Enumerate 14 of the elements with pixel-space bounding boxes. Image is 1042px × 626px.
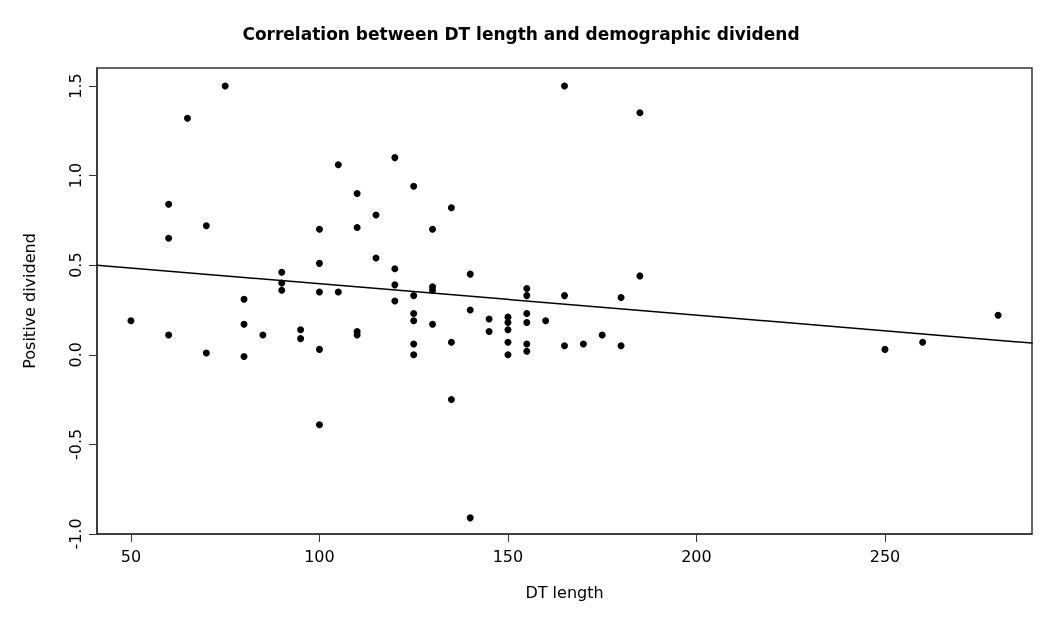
x-tick-label: 250 bbox=[869, 546, 901, 566]
x-tick-label: 200 bbox=[681, 546, 712, 566]
x-axis-title: DT length bbox=[525, 582, 604, 602]
y-tick-label: -0.5 bbox=[65, 428, 85, 460]
y-tick-label: -1.0 bbox=[65, 518, 85, 550]
y-tick-label: 0.0 bbox=[65, 342, 85, 368]
x-tick-label: 150 bbox=[492, 546, 524, 566]
y-axis-title: Positive dividend bbox=[19, 233, 39, 369]
y-tick-label: 1.0 bbox=[65, 162, 85, 189]
x-tick-label: 100 bbox=[304, 546, 335, 566]
y-tick-label: 1.5 bbox=[65, 73, 85, 99]
y-tick-label: 0.5 bbox=[65, 252, 85, 278]
chart-title: Correlation between DT length and demographic dividend bbox=[242, 23, 800, 44]
x-tick-label: 50 bbox=[120, 546, 142, 566]
